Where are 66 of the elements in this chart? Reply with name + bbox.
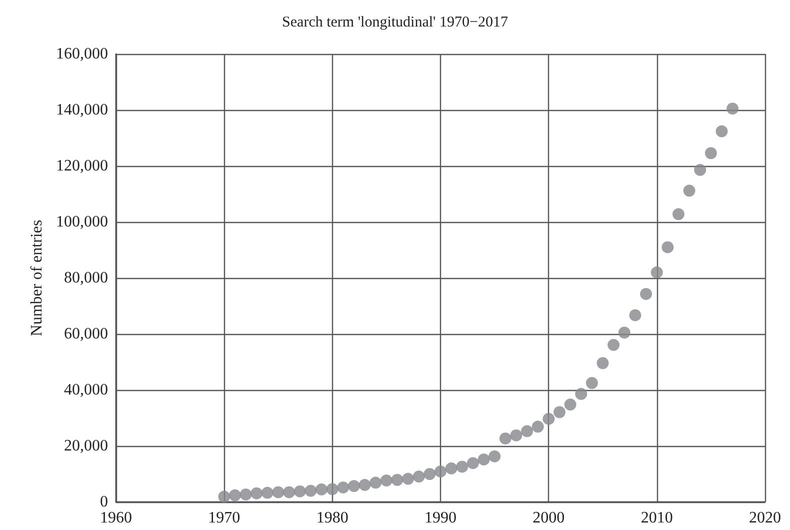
point (358, 478, 371, 491)
point (240, 488, 252, 500)
x-tick-label: 1980 (316, 510, 348, 526)
point (228, 489, 241, 502)
chart-title: Search term 'longitudinal' 1970−2017 (282, 14, 508, 30)
y-tick-label: 80,000 (64, 270, 108, 286)
point (586, 377, 598, 389)
y-tick-label: 120,000 (56, 158, 108, 174)
point (726, 102, 739, 115)
point (510, 429, 522, 442)
point (337, 481, 350, 494)
point (272, 486, 284, 498)
point (434, 465, 446, 478)
point (283, 486, 296, 498)
point (629, 309, 642, 322)
point (348, 480, 360, 492)
point (402, 472, 414, 485)
y-tick-label: 140,000 (56, 102, 108, 118)
point (316, 483, 328, 496)
point (704, 147, 717, 160)
point (478, 453, 490, 466)
point (521, 425, 534, 438)
point (250, 487, 263, 500)
y-tick-label: 100,000 (56, 214, 108, 230)
point (596, 357, 609, 370)
point (370, 476, 382, 489)
point (218, 490, 230, 503)
point (716, 125, 728, 138)
point (650, 266, 663, 278)
point (553, 406, 566, 418)
x-tick-label: 1990 (424, 510, 456, 526)
x-tick-label: 1960 (100, 510, 132, 526)
y-tick-label: 60,000 (64, 326, 108, 342)
point (542, 412, 555, 425)
point (261, 486, 274, 499)
point (294, 485, 306, 498)
y-tick-label: 0 (100, 494, 108, 510)
point (466, 457, 479, 470)
point (683, 184, 696, 197)
point (456, 460, 468, 473)
y-tick-label: 40,000 (64, 382, 108, 398)
point (640, 288, 652, 300)
point (488, 450, 501, 462)
point (672, 208, 684, 220)
y-tick-label: 160,000 (56, 46, 108, 62)
x-tick-label: 2020 (749, 510, 781, 526)
point (326, 483, 338, 496)
point (694, 164, 706, 176)
point (304, 484, 317, 497)
point (575, 388, 588, 400)
point (412, 470, 425, 483)
y-tick-label: 20,000 (64, 438, 108, 454)
point (564, 398, 576, 411)
point (662, 241, 674, 254)
point (391, 474, 404, 486)
x-tick-label: 2010 (640, 510, 673, 526)
point (499, 432, 512, 444)
point (608, 338, 620, 351)
point (380, 474, 392, 486)
x-tick-label: 2000 (532, 510, 565, 526)
point (445, 462, 458, 474)
y-axis-title: Number of entries (28, 220, 46, 336)
x-tick-label: 1970 (208, 510, 240, 526)
point (532, 420, 544, 433)
point (618, 326, 630, 339)
point (424, 468, 436, 480)
